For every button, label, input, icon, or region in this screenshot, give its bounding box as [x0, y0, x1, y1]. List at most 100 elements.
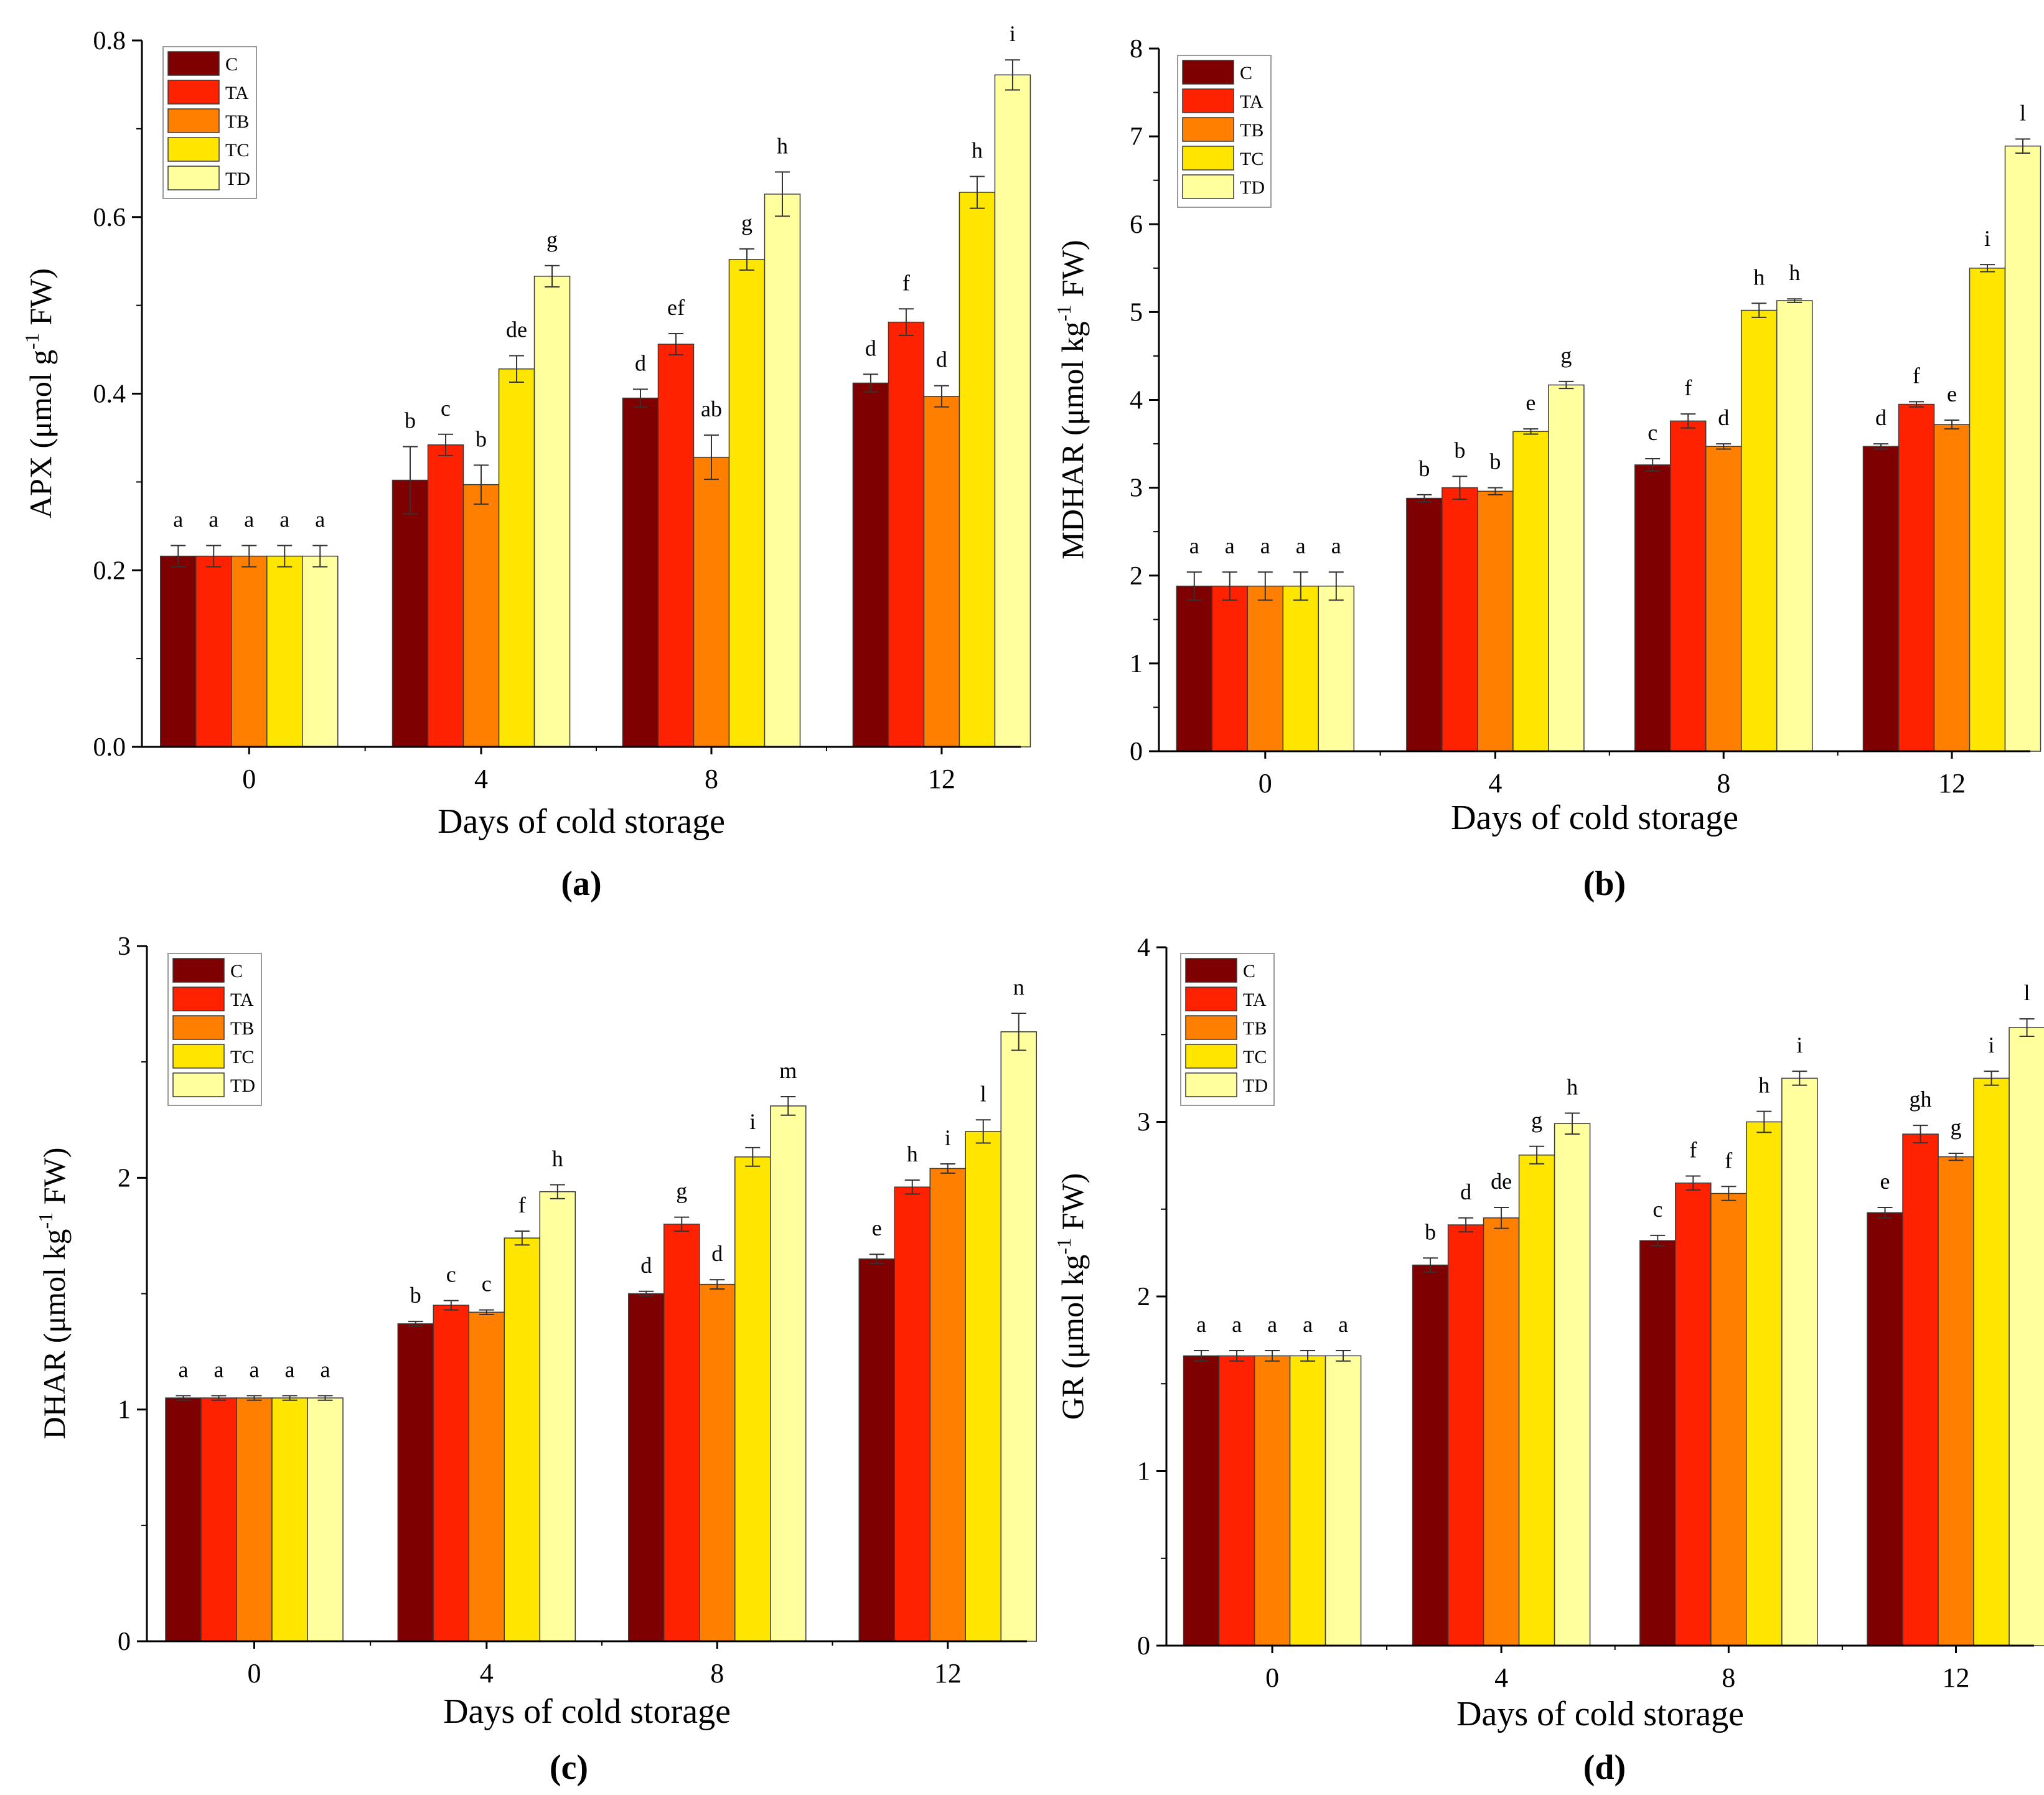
significance-letter: a	[179, 1357, 189, 1382]
x-tick-label: 12	[1943, 1662, 1970, 1693]
significance-letter: e	[1526, 390, 1535, 415]
bar-td-day-12	[2004, 145, 2042, 752]
significance-letter: g	[676, 1179, 687, 1204]
significance-letter: l	[2020, 100, 2026, 125]
significance-letter: de	[1491, 1169, 1512, 1194]
significance-letter: a	[214, 1357, 224, 1382]
significance-letter: c	[441, 396, 451, 421]
significance-letter: c	[1648, 420, 1657, 445]
bar-td-day-8	[764, 194, 801, 748]
legend-label-c: C	[1240, 63, 1252, 83]
chart-panel-1: a a a a a0b cbdeg4defabgh8dfdhi120.00.20.40.6…	[21, 21, 1031, 903]
bar-tb-day-0	[231, 555, 268, 748]
significance-letter: i	[1796, 1033, 1803, 1057]
bar-tb-day-8	[699, 1283, 736, 1642]
y-axis-label-superscript: -1	[1052, 305, 1075, 322]
x-tick-label: 0	[1265, 1662, 1279, 1693]
y-tick-label: 0.0	[93, 733, 126, 762]
y-tick-label: 3	[118, 932, 131, 961]
y-tick-label: 0.2	[93, 556, 126, 585]
bar-c-day-8	[1634, 464, 1671, 752]
significance-letter: f	[1913, 363, 1920, 388]
bar-tc-day-12	[1973, 1077, 2010, 1646]
legend-label-tb: TB	[1240, 120, 1263, 141]
legend-label-c: C	[230, 961, 243, 982]
legend-label-td: TD	[1243, 1076, 1268, 1096]
bar-tb-day-0	[236, 1397, 273, 1642]
y-tick-label: 5	[1130, 298, 1143, 327]
significance-letter: ab	[701, 396, 722, 421]
y-tick-label: 4	[1130, 387, 1143, 415]
y-axis-label: APX (μmol g-1 FW)	[21, 268, 58, 518]
legend-label-td: TD	[230, 1076, 255, 1096]
y-axis-label-superscript: -1	[1052, 1238, 1075, 1255]
significance-letter: f	[1725, 1148, 1732, 1173]
significance-letter: a	[1267, 1312, 1277, 1337]
bar-ta-day-8	[1675, 1182, 1712, 1646]
bar-c-day-12	[1867, 1212, 1903, 1646]
bar-tc-day-4	[1518, 1155, 1555, 1646]
y-axis-label-main: APX (μmol g	[23, 350, 58, 518]
bar-c-day-0	[1176, 585, 1213, 752]
bar-tc-day-8	[1746, 1121, 1783, 1646]
x-axis-label: Days of cold storage	[443, 1692, 731, 1731]
significance-letter: a	[173, 507, 183, 532]
significance-letter: b	[405, 408, 416, 433]
y-axis-label-main: GR (μmol kg	[1055, 1255, 1090, 1420]
legend-label-ta: TA	[230, 990, 254, 1010]
legend-swatch-ta	[1182, 88, 1234, 113]
significance-letter: a	[1189, 533, 1199, 558]
x-tick-label: 0	[242, 764, 256, 794]
x-tick-label: 12	[934, 1658, 962, 1689]
y-axis-label-superscript: -1	[34, 1212, 57, 1229]
bar-c-day-12	[1862, 446, 1900, 752]
panel-label: (c)	[550, 1748, 588, 1787]
y-tick-label: 4	[1137, 934, 1150, 962]
legend-swatch-tc	[1182, 146, 1234, 171]
y-axis-label: MDHAR (μmol kg-1 FW)	[1052, 240, 1090, 559]
significance-letter: g	[546, 227, 558, 252]
bar-tc-day-12	[965, 1131, 1001, 1642]
significance-letter: h	[552, 1146, 563, 1171]
y-tick-label: 3	[1130, 474, 1143, 503]
legend-label-td: TD	[225, 169, 250, 189]
legend-swatch-td	[172, 1072, 225, 1097]
legend-swatch-ta	[167, 80, 220, 105]
bar-ta-day-0	[195, 555, 232, 748]
significance-letter: gh	[1910, 1087, 1932, 1112]
bar-tb-day-8	[1710, 1193, 1747, 1646]
significance-letter: h	[907, 1141, 918, 1166]
bar-td-day-4	[533, 276, 571, 748]
significance-letter: f	[1689, 1137, 1697, 1162]
significance-letter: b	[1425, 1219, 1436, 1244]
y-tick-label: 3	[1137, 1108, 1150, 1137]
bar-tc-day-8	[734, 1156, 771, 1642]
bar-c-day-8	[1639, 1240, 1676, 1646]
bar-tb-day-4	[462, 484, 500, 748]
significance-letter: a	[321, 1357, 331, 1382]
bar-ta-day-12	[1898, 403, 1935, 752]
significance-letter: f	[902, 270, 910, 295]
significance-letter: h	[1567, 1074, 1578, 1099]
significance-letter: d	[1460, 1179, 1471, 1204]
legend-label-tb: TB	[1243, 1018, 1267, 1039]
bar-td-day-4	[539, 1191, 576, 1642]
significance-letter: f	[518, 1193, 526, 1217]
significance-letter: d	[640, 1253, 652, 1278]
bar-c-day-0	[1183, 1355, 1220, 1646]
significance-letter: c	[1653, 1197, 1662, 1222]
bar-tc-day-0	[1282, 585, 1320, 752]
significance-letter: a	[1225, 533, 1235, 558]
legend-swatch-tb	[172, 1015, 225, 1040]
significance-letter: d	[1718, 405, 1729, 430]
legend-swatch-tc	[167, 137, 220, 162]
bar-td-day-0	[302, 555, 339, 748]
bar-tb-day-8	[1705, 446, 1742, 752]
significance-letter: c	[446, 1262, 456, 1287]
significance-letter: h	[1789, 260, 1800, 285]
significance-letter: a	[285, 1357, 295, 1382]
bar-c-day-8	[628, 1293, 665, 1642]
legend-label-tc: TC	[230, 1047, 254, 1067]
significance-letter: d	[936, 347, 947, 372]
legend-label-c: C	[1243, 961, 1255, 982]
